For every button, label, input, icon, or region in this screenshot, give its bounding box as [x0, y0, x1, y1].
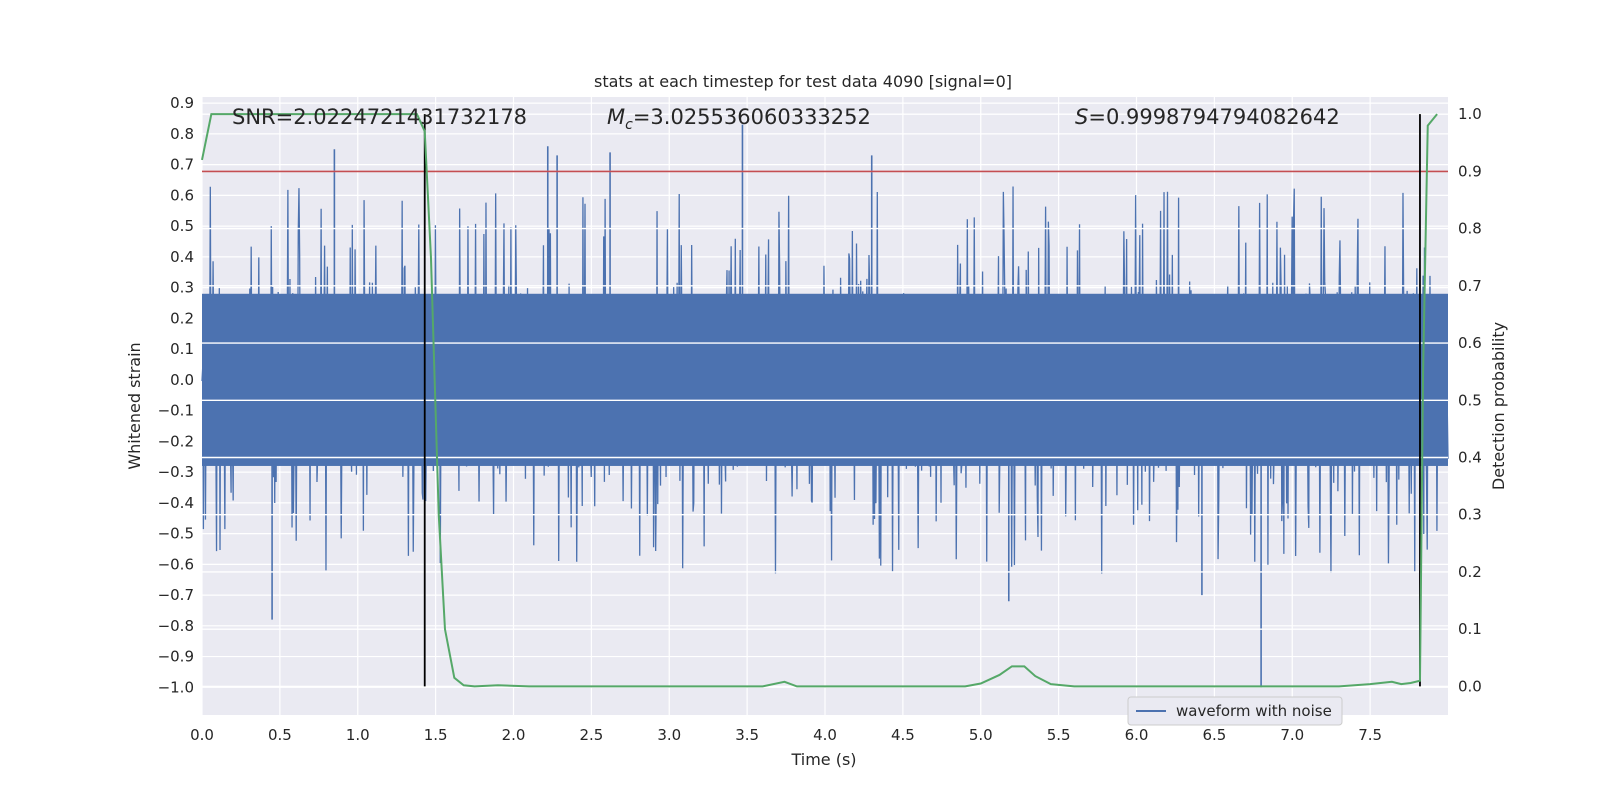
y-tick-label: 0.3 — [170, 279, 194, 297]
y-tick-label: 0.6 — [170, 186, 194, 204]
y-tick-label: −0.5 — [158, 525, 194, 543]
snr-annotation: SNR=2.0224721431732178 — [232, 105, 527, 129]
y-tick-label: −0.8 — [158, 617, 194, 635]
x-axis-label: Time (s) — [790, 750, 856, 769]
y2-tick-label: 0.9 — [1458, 162, 1482, 180]
y-tick-label: 0.5 — [170, 217, 194, 235]
y2-tick-label: 0.7 — [1458, 277, 1482, 295]
y-tick-label: 0.7 — [170, 156, 194, 174]
x-tick-label: 4.0 — [813, 726, 837, 744]
x-tick-label: 2.0 — [502, 726, 526, 744]
x-tick-label: 5.5 — [1047, 726, 1071, 744]
white-ygrid-overlay — [202, 113, 1448, 688]
y-tick-label: −0.1 — [158, 402, 194, 420]
y2-tick-label: 0.8 — [1458, 220, 1482, 238]
mc-annotation: Mc=3.025536060333252 — [607, 105, 871, 133]
x-tick-label: 1.0 — [346, 726, 370, 744]
y-tick-label: −0.6 — [158, 555, 194, 573]
y2-tick-label: 0.5 — [1458, 391, 1482, 409]
x-tick-label: 6.0 — [1125, 726, 1149, 744]
mc-value: =3.025536060333252 — [633, 105, 871, 129]
y-tick-label: −0.4 — [158, 494, 194, 512]
x-tick-label: 7.5 — [1358, 726, 1382, 744]
y-tick-label: −0.2 — [158, 432, 194, 450]
y-tick-label: −1.0 — [158, 678, 194, 696]
y-tick-label: 0.4 — [170, 248, 194, 266]
s-value: =0.9998794794082642 — [1088, 105, 1339, 129]
legend-box — [1127, 696, 1343, 726]
y-axis-label: Whitened strain — [125, 342, 144, 469]
probability-line — [201, 113, 1438, 688]
x-tick-label: 3.0 — [657, 726, 681, 744]
legend: waveform with noise — [1127, 696, 1343, 726]
x-tick-label: 1.5 — [424, 726, 448, 744]
y2-tick-label: 0.1 — [1458, 620, 1482, 638]
x-tick-label: 7.0 — [1280, 726, 1304, 744]
y-tick-label: −0.7 — [158, 586, 194, 604]
x-tick-label: 5.0 — [969, 726, 993, 744]
s-symbol: S — [1075, 105, 1088, 129]
chart-title: stats at each timestep for test data 409… — [594, 72, 1012, 91]
x-tick-label: 4.5 — [891, 726, 915, 744]
s-annotation: S=0.9998794794082642 — [1075, 105, 1340, 129]
y2-tick-label: 1.0 — [1458, 105, 1482, 123]
y-tick-label: 0.8 — [170, 125, 194, 143]
y2-tick-label: 0.2 — [1458, 563, 1482, 581]
x-tick-label: 6.5 — [1202, 726, 1226, 744]
x-tick-label: 2.5 — [579, 726, 603, 744]
y-tick-label: −0.3 — [158, 463, 194, 481]
y2-axis-label: Detection probability — [1489, 322, 1508, 490]
x-tick-label: 3.5 — [735, 726, 759, 744]
y-tick-label: 0.9 — [170, 94, 194, 112]
x-tick-label: 0.0 — [190, 726, 214, 744]
left-y-ticks: 0.9 0.8 0.7 0.6 0.5 0.4 0.3 0.2 0.1 0.0 −0.1 −0.2 −0… — [158, 94, 194, 696]
x-tick-label: 0.5 — [268, 726, 292, 744]
mc-subscript: c — [625, 117, 633, 133]
y-tick-label: 0.0 — [170, 371, 194, 389]
x-ticks: 0.0 0.5 1.0 1.5 2.0 2.5 3.0 3.5 4.0 4.5 5.0 5.5 6.0 6… — [190, 726, 1382, 744]
right-y-ticks: 1.0 0.9 0.8 0.7 0.6 0.5 0.4 0.3 0.2 0.1 0.0 — [1458, 105, 1482, 695]
mc-symbol: M — [607, 105, 625, 129]
y2-tick-label: 0.0 — [1458, 677, 1482, 695]
waveform-series — [201, 124, 1449, 688]
y-tick-label: −0.9 — [158, 648, 194, 666]
y-tick-label: 0.1 — [170, 340, 194, 358]
y-tick-label: 0.2 — [170, 309, 194, 327]
y2-tick-label: 0.4 — [1458, 449, 1482, 467]
legend-label: waveform with noise — [1176, 702, 1332, 720]
y2-tick-label: 0.6 — [1458, 334, 1482, 352]
y2-tick-label: 0.3 — [1458, 506, 1482, 524]
waveform-core — [202, 293, 1448, 466]
